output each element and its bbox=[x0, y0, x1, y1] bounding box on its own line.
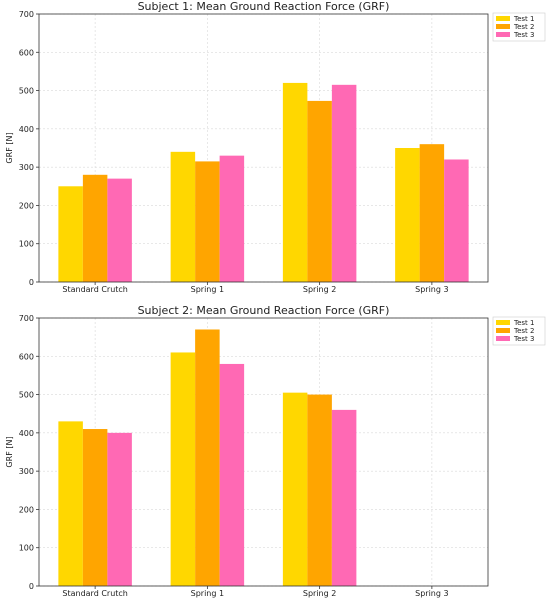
bar bbox=[307, 100, 332, 282]
plot-frame bbox=[38, 317, 489, 587]
x-tick-label: Spring 3 bbox=[415, 285, 448, 294]
chart-title: Subject 1: Mean Ground Reaction Force (G… bbox=[138, 0, 390, 13]
legend-label: Test 3 bbox=[513, 335, 534, 343]
bar bbox=[444, 159, 469, 282]
y-tick-label: 100 bbox=[19, 544, 34, 553]
bar bbox=[58, 421, 83, 586]
legend-swatch bbox=[496, 32, 510, 37]
legend-swatch bbox=[496, 320, 510, 325]
bar bbox=[307, 394, 332, 586]
bar bbox=[82, 429, 108, 586]
y-tick-label: 400 bbox=[19, 125, 34, 134]
bar bbox=[331, 84, 357, 282]
bar bbox=[331, 409, 357, 586]
legend-swatch bbox=[496, 336, 510, 341]
y-tick-label: 500 bbox=[19, 391, 34, 400]
y-tick-label: 300 bbox=[19, 163, 34, 172]
bar bbox=[282, 82, 308, 283]
bar bbox=[195, 329, 220, 586]
x-tick-label: Spring 3 bbox=[415, 589, 448, 598]
bar bbox=[107, 432, 132, 586]
plot-frame bbox=[38, 13, 489, 283]
bar bbox=[395, 148, 420, 282]
bar bbox=[219, 363, 245, 586]
bar bbox=[82, 174, 108, 282]
legend-label: Test 3 bbox=[513, 31, 534, 39]
x-tick-label: Spring 1 bbox=[191, 285, 224, 294]
bar bbox=[219, 155, 245, 282]
y-tick-label: 0 bbox=[29, 278, 34, 287]
y-tick-label: 100 bbox=[19, 240, 34, 249]
legend-label: Test 2 bbox=[513, 327, 534, 335]
x-tick-label: Standard Crutch bbox=[62, 285, 128, 294]
y-axis-label: GRF [N] bbox=[5, 436, 14, 467]
legend-swatch bbox=[496, 328, 510, 333]
legend-swatch bbox=[496, 24, 510, 29]
bar bbox=[419, 144, 445, 282]
bar bbox=[170, 352, 196, 586]
y-tick-label: 700 bbox=[19, 314, 34, 323]
legend-label: Test 1 bbox=[513, 319, 534, 327]
y-tick-label: 600 bbox=[19, 352, 34, 361]
y-tick-label: 200 bbox=[19, 505, 34, 514]
chart-title: Subject 2: Mean Ground Reaction Force (G… bbox=[138, 304, 390, 317]
bar bbox=[58, 186, 83, 282]
y-tick-label: 200 bbox=[19, 201, 34, 210]
chart-subject-1: 0 100 200 300 400 500 600 700 Standard Crutch Spr… bbox=[5, 0, 546, 294]
y-tick-label: 500 bbox=[19, 87, 34, 96]
x-tick-label: Spring 2 bbox=[303, 589, 336, 598]
chart-subject-2: 0 100 200 300 400 500 600 700 Standard Crutch Spr… bbox=[5, 304, 546, 598]
legend-swatch bbox=[496, 16, 510, 21]
y-tick-label: 400 bbox=[19, 429, 34, 438]
x-tick-label: Spring 2 bbox=[303, 285, 336, 294]
bar bbox=[107, 178, 132, 282]
y-tick-label: 600 bbox=[19, 48, 34, 57]
legend-label: Test 2 bbox=[513, 23, 534, 31]
x-tick-label: Standard Crutch bbox=[62, 589, 128, 598]
y-tick-label: 300 bbox=[19, 467, 34, 476]
bar bbox=[195, 161, 220, 282]
y-tick-label: 0 bbox=[29, 582, 34, 591]
y-axis-label: GRF [N] bbox=[5, 132, 14, 163]
x-tick-label: Spring 1 bbox=[191, 589, 224, 598]
legend-label: Test 1 bbox=[513, 15, 534, 23]
bar bbox=[170, 151, 196, 282]
y-tick-label: 700 bbox=[19, 10, 34, 19]
bar bbox=[282, 392, 308, 586]
